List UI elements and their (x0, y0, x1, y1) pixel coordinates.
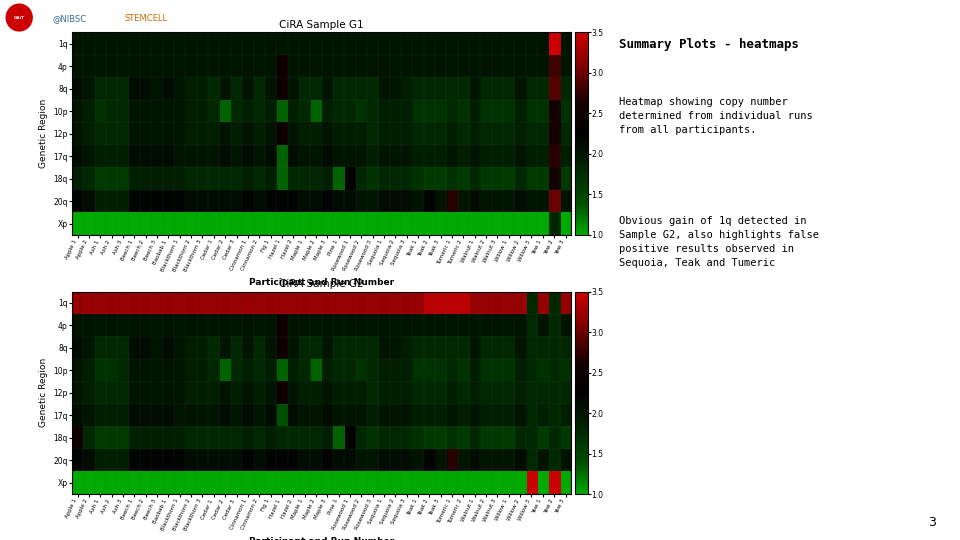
Title: CiRA Sample G2: CiRA Sample G2 (279, 279, 364, 289)
X-axis label: Participant and Run Number: Participant and Run Number (249, 537, 395, 540)
Text: @NIBSC: @NIBSC (53, 15, 87, 23)
X-axis label: Participant and Run Number: Participant and Run Number (249, 278, 395, 287)
Title: CiRA Sample G1: CiRA Sample G1 (279, 20, 364, 30)
Text: GAiT: GAiT (13, 16, 25, 19)
Text: STEMCELL: STEMCELL (125, 15, 168, 23)
Text: Summary Plots - heatmaps: Summary Plots - heatmaps (619, 38, 799, 51)
Text: Heatmap showing copy number
determined from individual runs
from all participant: Heatmap showing copy number determined f… (619, 97, 813, 135)
Text: Obvious gain of 1q detected in
Sample G2, also highlights false
positive results: Obvious gain of 1q detected in Sample G2… (619, 216, 819, 268)
Y-axis label: Genetic Region: Genetic Region (38, 358, 48, 428)
Y-axis label: Genetic Region: Genetic Region (38, 99, 48, 168)
Text: 3: 3 (928, 516, 936, 529)
Circle shape (6, 4, 32, 31)
